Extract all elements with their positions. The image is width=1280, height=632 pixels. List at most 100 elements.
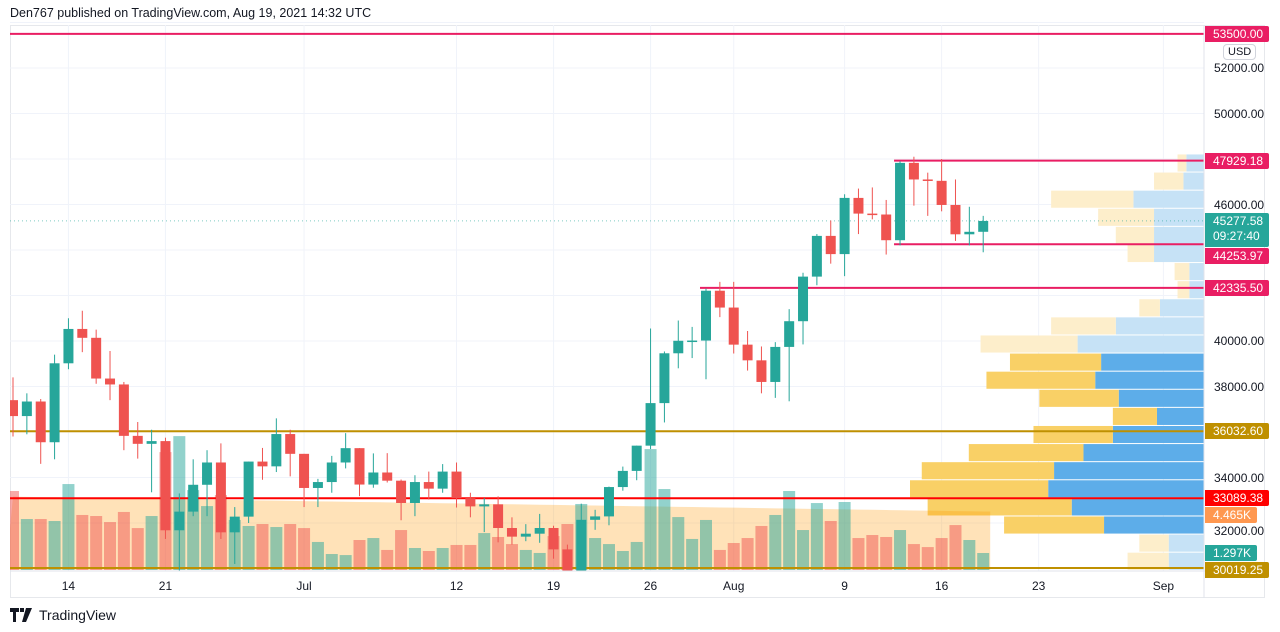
tradingview-footer[interactable]: TradingView bbox=[10, 607, 116, 623]
candle-body bbox=[714, 290, 725, 308]
candle-body bbox=[423, 482, 434, 489]
candle-body bbox=[576, 519, 587, 571]
candle-body bbox=[160, 441, 171, 531]
candle bbox=[964, 206, 975, 246]
time-tick: 14 bbox=[61, 579, 76, 593]
volume-bar bbox=[824, 521, 837, 570]
volume-bar bbox=[838, 502, 851, 570]
candle bbox=[340, 433, 351, 469]
candle bbox=[451, 462, 462, 508]
volume-bar bbox=[713, 549, 726, 570]
candle bbox=[645, 328, 656, 450]
candle-body bbox=[673, 340, 684, 354]
candle-body bbox=[63, 328, 74, 364]
volume-profile-down-bar bbox=[1098, 208, 1155, 226]
candle-body bbox=[91, 337, 102, 379]
candle bbox=[312, 478, 323, 508]
volume-bar bbox=[700, 519, 712, 570]
volume-profile-up-bar bbox=[1112, 425, 1204, 444]
candle-body bbox=[756, 360, 767, 382]
candle-body bbox=[368, 472, 379, 485]
candle bbox=[617, 466, 628, 491]
candle bbox=[160, 437, 171, 539]
candle bbox=[77, 310, 88, 353]
volume-bar bbox=[935, 538, 948, 570]
volume-bar bbox=[727, 543, 740, 570]
candle-body bbox=[978, 220, 989, 232]
volume-profile-down-bar bbox=[1174, 263, 1190, 281]
candle-body bbox=[631, 445, 642, 471]
volume-bar bbox=[852, 538, 865, 570]
volume-profile-down-bar bbox=[1127, 552, 1169, 570]
candle-body bbox=[257, 461, 268, 467]
candle bbox=[396, 479, 407, 521]
volume-bar bbox=[270, 527, 283, 570]
candle-body bbox=[202, 462, 213, 485]
volume-profile-up-bar bbox=[1156, 407, 1204, 425]
candle-body bbox=[49, 363, 60, 443]
candle-body bbox=[811, 235, 822, 277]
candle-body bbox=[922, 179, 933, 181]
volume-bar bbox=[367, 538, 380, 570]
candle bbox=[326, 455, 337, 493]
volume-bar bbox=[325, 554, 338, 570]
volume-bar bbox=[672, 517, 685, 570]
level-price-label: 36032.60 bbox=[1205, 423, 1270, 440]
volume-bar bbox=[769, 514, 782, 570]
volume-bar bbox=[450, 544, 463, 570]
candle bbox=[202, 450, 213, 517]
price-tick: 34000.00 bbox=[1214, 470, 1265, 485]
volume-profile-up-bar bbox=[1077, 335, 1204, 353]
candle bbox=[908, 156, 919, 206]
volume-bar bbox=[949, 525, 962, 570]
candle bbox=[881, 199, 892, 255]
volume-bar bbox=[90, 516, 103, 570]
candle bbox=[839, 194, 850, 277]
bar-countdown: 09:27:40 bbox=[1213, 228, 1260, 243]
volume-bars bbox=[10, 436, 990, 570]
time-tick: 19 bbox=[546, 579, 561, 593]
candle bbox=[576, 503, 587, 571]
volume-bar bbox=[977, 553, 990, 570]
candle bbox=[506, 517, 517, 545]
volume-bar bbox=[34, 519, 47, 570]
candle-body bbox=[174, 511, 185, 531]
candle bbox=[243, 461, 254, 523]
volume-profile-down-bar bbox=[1154, 172, 1184, 190]
candle-body bbox=[701, 290, 711, 341]
volume-profile-up-bar bbox=[1118, 389, 1204, 407]
candle-body bbox=[285, 434, 296, 454]
volume-profile-down-bar bbox=[1051, 317, 1116, 335]
volume-profile-up-bar bbox=[1154, 226, 1204, 244]
candle bbox=[91, 329, 102, 384]
candle-body bbox=[742, 344, 753, 361]
volume-bar bbox=[533, 552, 546, 570]
level-price-label: 44253.97 bbox=[1205, 247, 1270, 264]
currency-badge[interactable]: USD bbox=[1223, 44, 1257, 60]
candle bbox=[299, 453, 310, 508]
candle bbox=[603, 486, 614, 526]
volume-bar bbox=[256, 524, 269, 570]
candle-body bbox=[645, 403, 656, 446]
candle-body bbox=[562, 549, 573, 571]
candle bbox=[21, 393, 32, 435]
candle bbox=[895, 161, 906, 246]
volume-profile-down-bar bbox=[1139, 299, 1160, 317]
candle-body bbox=[340, 448, 351, 463]
candle bbox=[35, 399, 46, 464]
time-tick: Jul bbox=[296, 579, 312, 593]
volume-bar bbox=[755, 525, 768, 570]
candle bbox=[687, 326, 698, 359]
candle bbox=[479, 497, 490, 533]
horizontal-levels[interactable] bbox=[10, 32, 1204, 570]
volume-bar bbox=[422, 551, 435, 570]
candle-body bbox=[964, 231, 975, 235]
level-price-label: 42335.50 bbox=[1205, 279, 1270, 296]
volume-bar bbox=[602, 544, 615, 570]
candle-body bbox=[229, 516, 240, 533]
volume-bar bbox=[395, 530, 408, 570]
volume-profile-up-bar bbox=[1159, 299, 1204, 317]
candle-body bbox=[188, 484, 199, 512]
candle bbox=[825, 220, 836, 264]
